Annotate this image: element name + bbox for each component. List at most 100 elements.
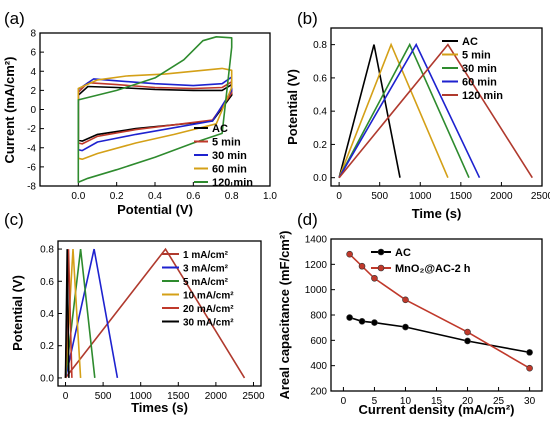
x-tick-label: 0.8 bbox=[225, 191, 239, 202]
panel-d: (d) 0 5 10 15 20 25 30 200 400 600 800 1000 1200 1400 C… bbox=[277, 210, 543, 417]
series-mno-ac-2-h-marker bbox=[402, 296, 409, 304]
legend-label: 120 min bbox=[462, 90, 503, 102]
series-ac-loop bbox=[77, 83, 233, 142]
x-axis-title: Times (s) bbox=[131, 400, 188, 415]
y-tick-label: 0.4 bbox=[40, 309, 54, 320]
x-tick-label: 0.4 bbox=[148, 191, 162, 202]
y-tick-label: 1000 bbox=[305, 285, 328, 296]
x-tick-label: 500 bbox=[371, 191, 388, 202]
series-60-min-line bbox=[338, 42, 481, 179]
y-tick-label: 0.6 bbox=[40, 277, 54, 288]
x-tick-label: 10 bbox=[400, 396, 412, 407]
y-tick-label: 4 bbox=[30, 67, 36, 78]
x-axis-title: Current density (mA/cm²) bbox=[358, 402, 514, 417]
series-mno-ac-2-h-marker bbox=[346, 250, 353, 258]
plot-area bbox=[77, 36, 233, 183]
series-mno-ac-2-h-marker bbox=[526, 364, 533, 372]
x-tick-label: 5 bbox=[372, 396, 378, 407]
panel-label: (b) bbox=[297, 9, 318, 28]
series-30-min-loop bbox=[77, 76, 233, 152]
legend-label: 1 mA/cm² bbox=[183, 250, 229, 261]
y-tick-label: 0 bbox=[30, 105, 36, 116]
y-tick-label: 2 bbox=[30, 86, 36, 97]
y-tick-label: -4 bbox=[27, 143, 36, 154]
y-tick-label: 0.2 bbox=[313, 140, 327, 151]
legend-label: AC bbox=[212, 123, 228, 135]
x-tick-label: 2000 bbox=[490, 191, 513, 202]
series-mno-ac-2-h-marker bbox=[464, 328, 471, 336]
legend-label: 30 min bbox=[462, 63, 497, 75]
series-ac-marker bbox=[464, 337, 471, 345]
legend-label: 30 min bbox=[212, 150, 247, 162]
x-tick-label: 2000 bbox=[205, 391, 228, 402]
x-tick-label: 30 bbox=[524, 396, 536, 407]
y-tick-label: 600 bbox=[310, 336, 327, 347]
x-axis-title: Time (s) bbox=[412, 206, 462, 221]
legend-label: AC bbox=[395, 247, 411, 259]
series-ac-line bbox=[338, 44, 401, 178]
x-tick-label: 500 bbox=[95, 391, 112, 402]
y-axis-title: Current (mA/cm²) bbox=[2, 57, 17, 164]
series-3-ma-cm--line bbox=[64, 248, 119, 379]
y-axis-title: Potential (V) bbox=[285, 69, 300, 145]
legend-marker bbox=[377, 264, 385, 272]
y-tick-label: 0.4 bbox=[313, 107, 327, 118]
series-mno-ac-2-h-marker bbox=[371, 274, 378, 282]
y-tick-label: 0.2 bbox=[40, 341, 54, 352]
legend-label: 120 min bbox=[212, 177, 253, 189]
legend-label: 3 mA/cm² bbox=[183, 264, 229, 275]
series-ac-marker bbox=[371, 319, 378, 326]
x-tick-label: 1500 bbox=[167, 391, 190, 402]
x-tick-label: 2500 bbox=[242, 391, 265, 402]
legend-label: 5 min bbox=[462, 50, 491, 62]
y-axis-title: Potential (V) bbox=[10, 275, 25, 351]
y-tick-label: -6 bbox=[27, 162, 36, 173]
legend: AC MnO₂@AC-2 h bbox=[371, 247, 471, 275]
y-tick-label: -2 bbox=[27, 124, 36, 135]
legend-label: 60 min bbox=[462, 77, 497, 89]
x-tick-label: 20 bbox=[462, 396, 474, 407]
series-120-min-loop bbox=[77, 36, 233, 183]
legend-label: 5 min bbox=[212, 137, 241, 149]
series-1-ma-cm--line bbox=[64, 247, 246, 379]
x-tick-label: 1000 bbox=[409, 191, 432, 202]
panel-b: (b) 0 500 1000 1500 2000 2500 0.0 0.2 0.4 0.6 0.8 Ti… bbox=[285, 9, 550, 221]
y-tick-label: 1400 bbox=[305, 235, 328, 246]
x-tick-label: 1500 bbox=[450, 191, 473, 202]
legend-label: 5 mA/cm² bbox=[183, 277, 229, 288]
x-tick-label: 1000 bbox=[130, 391, 153, 402]
y-tick-label: 0.0 bbox=[40, 373, 54, 384]
y-tick-label: 1200 bbox=[305, 260, 328, 271]
y-tick-label: 400 bbox=[310, 361, 327, 372]
y-tick-label: 6 bbox=[30, 48, 36, 59]
y-tick-label: 0.8 bbox=[313, 40, 327, 51]
series-ac-marker bbox=[526, 349, 533, 356]
x-tick-label: 1.0 bbox=[263, 191, 277, 202]
series-ac-marker bbox=[358, 318, 366, 325]
y-axis-title: Areal capacitance (mF/cm²) bbox=[277, 230, 292, 399]
legend-label: 30 mA/cm² bbox=[183, 318, 234, 329]
plot-area bbox=[64, 247, 246, 379]
y-tick-label: 8 bbox=[30, 29, 36, 40]
x-tick-label: 0.2 bbox=[110, 191, 124, 202]
y-tick-label: 200 bbox=[310, 387, 327, 398]
panel-c: (c) 0 500 1000 1500 2000 2500 0.0 0.2 0.4 0.6 0.8 Ti… bbox=[4, 210, 265, 415]
x-axis-title: Potential (V) bbox=[117, 202, 193, 217]
x-tick-label: 0 bbox=[341, 396, 347, 407]
panel-label: (c) bbox=[4, 210, 24, 229]
legend-label: 20 mA/cm² bbox=[183, 304, 234, 315]
y-tick-label: 0.0 bbox=[313, 173, 327, 184]
panel-label: (d) bbox=[297, 210, 318, 229]
legend-marker bbox=[377, 248, 385, 256]
series-60-min-loop bbox=[77, 67, 233, 160]
x-tick-label: 0.0 bbox=[71, 191, 85, 202]
plot-frame bbox=[330, 27, 543, 187]
x-tick-label: 0 bbox=[63, 391, 69, 402]
plot-area bbox=[338, 42, 533, 179]
plot-area bbox=[346, 250, 533, 372]
x-tick-label: 2500 bbox=[531, 191, 550, 202]
y-tick-label: 0.8 bbox=[40, 245, 54, 256]
series-5-min-line bbox=[338, 42, 449, 179]
